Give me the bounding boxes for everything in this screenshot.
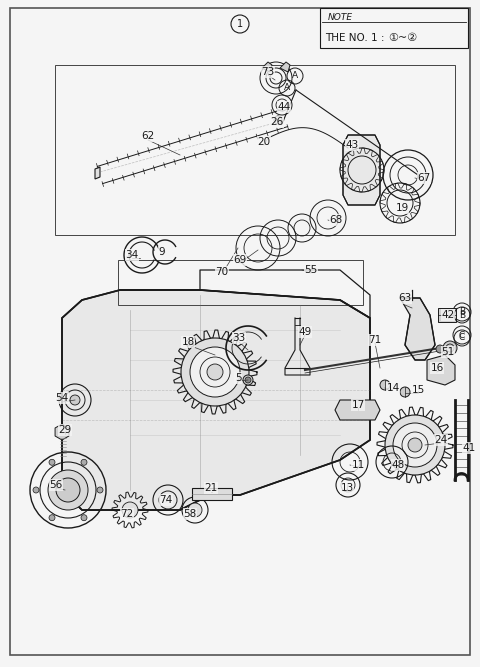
Text: 63: 63 [398, 293, 412, 303]
Circle shape [380, 380, 390, 390]
Circle shape [81, 460, 87, 466]
Text: 55: 55 [304, 265, 318, 275]
Text: 33: 33 [232, 333, 246, 343]
Text: 21: 21 [204, 483, 217, 493]
Circle shape [443, 341, 457, 355]
Text: 17: 17 [351, 400, 365, 410]
Text: 15: 15 [411, 385, 425, 395]
Bar [118, 260, 363, 305]
Text: 67: 67 [418, 173, 431, 183]
Text: 41: 41 [462, 443, 476, 453]
Text: 72: 72 [120, 509, 133, 519]
Text: B: B [459, 311, 465, 319]
Circle shape [33, 487, 39, 493]
Text: 9: 9 [159, 247, 165, 257]
Circle shape [49, 460, 55, 466]
Text: 73: 73 [262, 67, 275, 77]
Text: 18: 18 [181, 337, 194, 347]
Circle shape [436, 345, 444, 353]
Text: C: C [459, 331, 465, 340]
Bar [192, 488, 232, 500]
Polygon shape [280, 62, 290, 72]
Circle shape [393, 423, 437, 467]
Text: 51: 51 [442, 347, 455, 357]
Text: 13: 13 [340, 483, 354, 493]
Circle shape [49, 515, 55, 521]
Circle shape [245, 377, 251, 383]
Circle shape [122, 502, 138, 518]
Text: 16: 16 [431, 363, 444, 373]
Polygon shape [62, 290, 370, 510]
Text: 11: 11 [351, 460, 365, 470]
Polygon shape [343, 135, 380, 205]
Text: 42: 42 [442, 310, 455, 320]
Text: A: A [292, 71, 298, 81]
Text: 68: 68 [329, 215, 343, 225]
Circle shape [188, 503, 202, 517]
Text: 62: 62 [142, 131, 155, 141]
Text: 26: 26 [270, 117, 284, 127]
Bar [55, 65, 455, 235]
Text: ①~②: ①~② [388, 33, 417, 43]
Circle shape [190, 347, 240, 397]
Text: 54: 54 [55, 393, 69, 403]
Text: 48: 48 [391, 460, 405, 470]
Circle shape [385, 415, 445, 475]
Polygon shape [55, 424, 69, 440]
Text: 71: 71 [368, 335, 382, 345]
Polygon shape [427, 355, 455, 385]
Text: B: B [459, 307, 465, 317]
Circle shape [274, 116, 282, 124]
Circle shape [48, 470, 88, 510]
Text: 49: 49 [299, 327, 312, 337]
Polygon shape [400, 298, 435, 360]
Text: 19: 19 [396, 203, 408, 213]
Text: 74: 74 [159, 495, 173, 505]
Text: THE NO. 1 :: THE NO. 1 : [325, 33, 388, 43]
Text: 69: 69 [233, 255, 247, 265]
Text: A: A [284, 83, 290, 93]
Circle shape [81, 515, 87, 521]
Text: NOTE: NOTE [328, 13, 353, 21]
Text: 24: 24 [434, 435, 448, 445]
Circle shape [408, 438, 422, 452]
Text: 1: 1 [237, 19, 243, 29]
Circle shape [207, 364, 223, 380]
Text: 34: 34 [125, 250, 139, 260]
Bar [320, 8, 468, 48]
Polygon shape [335, 400, 380, 420]
Circle shape [400, 387, 410, 397]
Circle shape [181, 338, 249, 406]
Polygon shape [95, 167, 100, 179]
Text: 20: 20 [257, 137, 271, 147]
Circle shape [70, 395, 80, 405]
Circle shape [97, 487, 103, 493]
Text: 70: 70 [216, 267, 228, 277]
Text: 44: 44 [277, 102, 290, 112]
Circle shape [56, 478, 80, 502]
Text: 29: 29 [59, 425, 72, 435]
Text: 5: 5 [235, 373, 241, 383]
Text: 43: 43 [346, 140, 359, 150]
Text: C: C [459, 334, 465, 342]
Text: 14: 14 [386, 383, 400, 393]
Bar [438, 308, 456, 322]
Circle shape [243, 375, 253, 385]
Polygon shape [262, 62, 272, 72]
Text: 56: 56 [49, 480, 62, 490]
Text: 58: 58 [183, 509, 197, 519]
